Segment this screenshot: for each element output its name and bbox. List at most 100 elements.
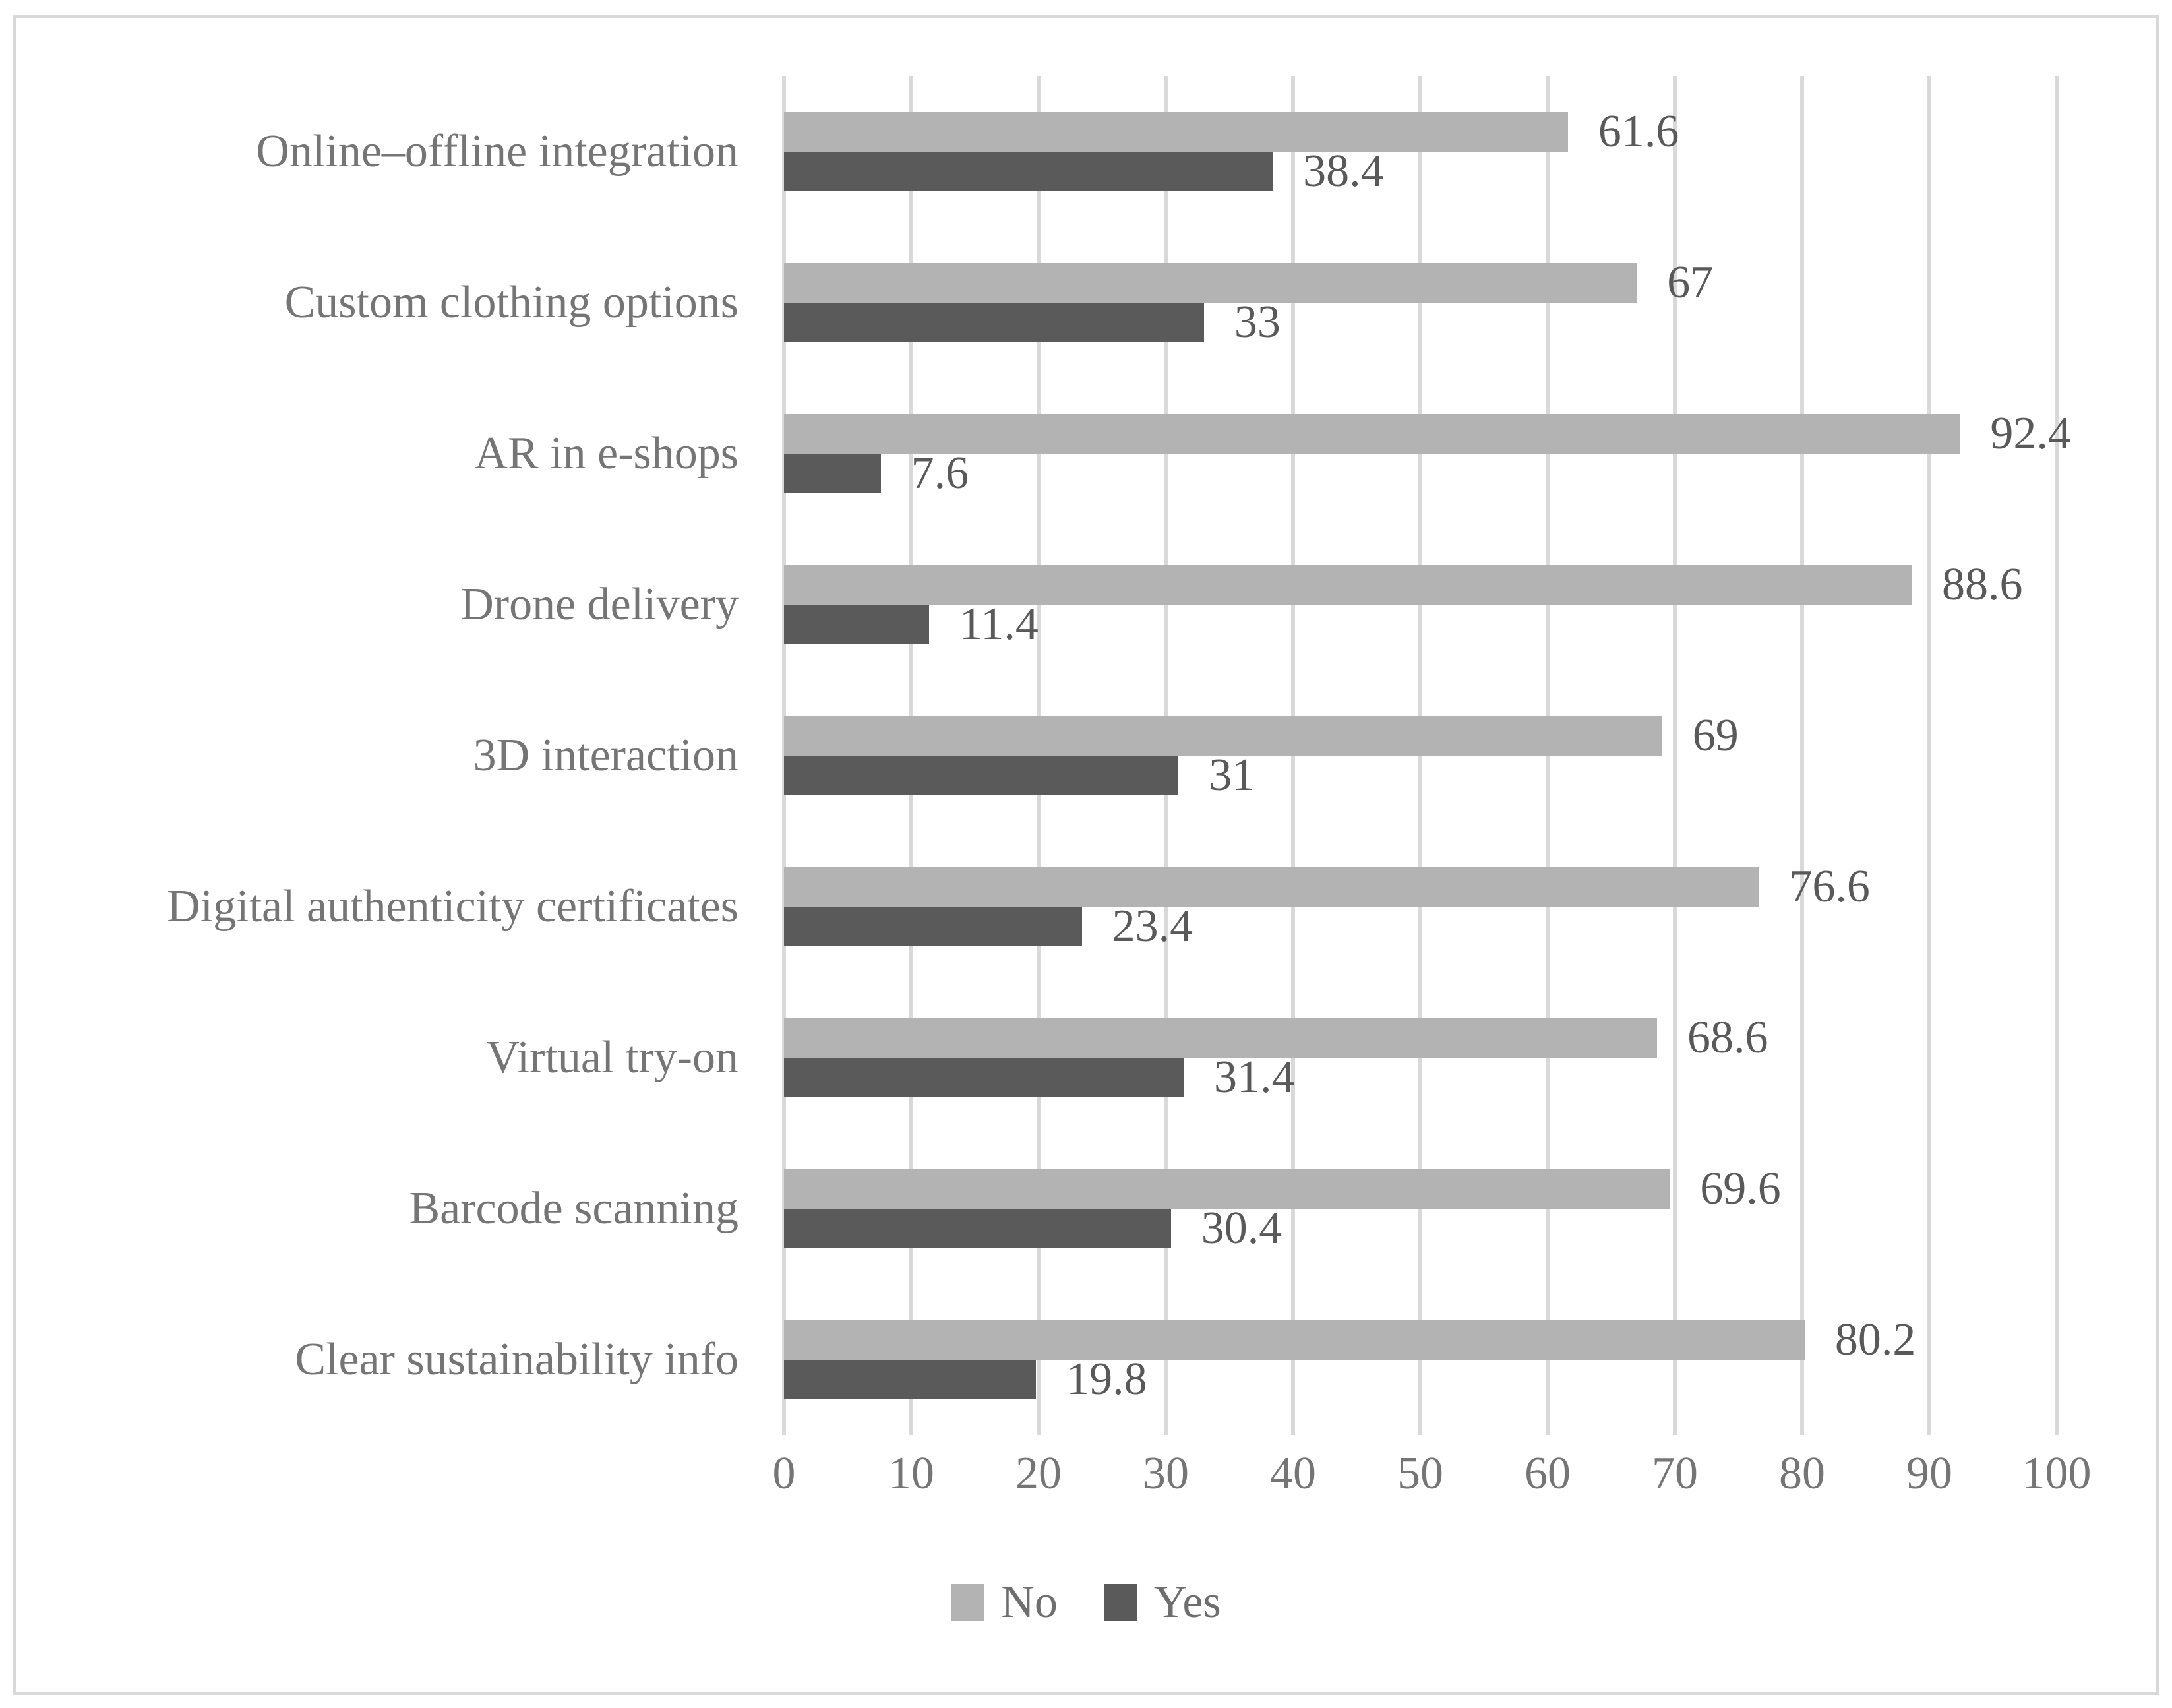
value-label: 88.6: [1941, 559, 2023, 610]
bar-group: 92.4 7.6: [784, 378, 2071, 529]
x-tick-label-80: 80: [1779, 1448, 1825, 1499]
bar-line-no: 92.4: [784, 410, 2071, 456]
bar-line-yes: 31.4: [784, 1054, 2057, 1100]
bar-yes: [784, 755, 1179, 795]
bar-line-yes: 7.6: [784, 450, 2057, 496]
plot-area: 61.6 38.4 67 33 92.4 7.6 88.6 11.4 69 31 76.6 23.4 6…: [782, 76, 2071, 1435]
bar-no: [784, 262, 1637, 303]
x-tick-label-70: 70: [1652, 1448, 1698, 1499]
bar-line-no: 76.6: [784, 861, 2057, 912]
bar-group: 68.6 31.4: [784, 982, 2057, 1133]
bar-group: 76.6 23.4: [784, 831, 2057, 982]
bar-group: 80.2 19.8: [784, 1284, 2057, 1435]
bar-no: [784, 1320, 1805, 1360]
x-tick-label-60: 60: [1524, 1448, 1571, 1499]
bar-line-yes: 30.4: [784, 1205, 2057, 1251]
value-label: 80.2: [1834, 1314, 1916, 1365]
bar-yes: [784, 1057, 1184, 1097]
value-label: 30.4: [1201, 1202, 1282, 1254]
category-label: Virtual try-on: [486, 1032, 739, 1083]
bar-line-yes: 38.4: [784, 148, 2057, 194]
value-label: 67: [1667, 257, 1714, 308]
legend: No Yes: [0, 1579, 2172, 1626]
bar-yes: [784, 302, 1204, 342]
gridline-70: [1673, 76, 1677, 1435]
x-tick-label-10: 10: [888, 1448, 934, 1499]
bar-line-yes: 23.4: [784, 903, 2057, 949]
value-label: 76.6: [1789, 861, 1870, 912]
legend-swatch-yes: [1103, 1584, 1137, 1621]
gridline-50: [1418, 76, 1422, 1435]
bar-no: [784, 1169, 1670, 1209]
gridline-80: [1800, 76, 1804, 1435]
bar-line-no: 67: [784, 257, 2057, 308]
value-label: 92.4: [1990, 408, 2071, 459]
bar-no: [784, 716, 1662, 756]
category-label: Custom clothing options: [284, 277, 739, 328]
bar-line-no: 69.6: [784, 1163, 2057, 1214]
legend-item-no: No: [951, 1579, 1058, 1626]
value-label: 69.6: [1700, 1163, 1781, 1214]
category-label: Online–offline integration: [256, 126, 739, 177]
value-label: 38.4: [1303, 145, 1384, 197]
bar-no: [784, 111, 1568, 152]
x-tick-label-100: 100: [2022, 1448, 2092, 1499]
value-label: 31.4: [1214, 1051, 1295, 1103]
x-tick-label-20: 20: [1015, 1448, 1062, 1499]
x-tick-label-40: 40: [1270, 1448, 1316, 1499]
bar-line-no: 88.6: [784, 559, 2057, 610]
bar-yes: [784, 906, 1082, 946]
gridline-100: [2055, 76, 2059, 1435]
x-axis: 0 10 20 30 40 50 60 70 80 90 100: [773, 1448, 2092, 1523]
value-label: 68.6: [1687, 1012, 1768, 1063]
bar-line-no: 69: [784, 710, 2057, 761]
bar-no: [784, 867, 1759, 907]
category-axis: Online–offline integration Custom clothin…: [30, 76, 739, 1435]
gridline-60: [1546, 76, 1550, 1435]
value-label: 31: [1209, 749, 1255, 801]
bar-line-yes: 31: [784, 752, 2057, 798]
bar-yes: [784, 151, 1273, 191]
category-label: Clear sustainability info: [295, 1334, 739, 1385]
gridline-90: [1927, 76, 1931, 1435]
bar-group: 69.6 30.4: [784, 1133, 2057, 1284]
legend-label: No: [1001, 1577, 1058, 1628]
bar-line-no: 68.6: [784, 1012, 2057, 1063]
value-label: 69: [1692, 710, 1739, 761]
legend-swatch-no: [951, 1584, 984, 1621]
bar-line-no: 61.6: [784, 106, 2057, 157]
bar-group: 67 33: [784, 227, 2057, 378]
value-label: 7.6: [911, 447, 969, 499]
value-label: 33: [1234, 296, 1281, 348]
x-tick-label-30: 30: [1143, 1448, 1189, 1499]
bar-yes: [784, 604, 930, 644]
x-tick-label-0: 0: [772, 1448, 796, 1499]
value-label: 61.6: [1598, 106, 1679, 157]
bar-line-yes: 19.8: [784, 1356, 2057, 1402]
value-label: 23.4: [1112, 900, 1193, 952]
category-label: Digital authenticity certificates: [167, 881, 739, 932]
gridline-40: [1291, 76, 1295, 1435]
figure-border: [13, 15, 2159, 1695]
bar-yes: [784, 1359, 1037, 1399]
bar-no: [784, 564, 1912, 605]
x-tick-label-50: 50: [1397, 1448, 1443, 1499]
x-tick-label-90: 90: [1906, 1448, 1952, 1499]
category-label: Drone delivery: [460, 579, 739, 630]
bar-no: [784, 1018, 1657, 1058]
category-label: Barcode scanning: [409, 1183, 739, 1234]
bar-yes: [784, 1208, 1171, 1248]
bar-group: 88.6 11.4: [784, 529, 2057, 680]
bar-group: 61.6 38.4: [784, 76, 2057, 227]
bar-group: 69 31: [784, 680, 2057, 831]
category-label: AR in e-shops: [474, 428, 739, 479]
bar-yes: [784, 453, 881, 493]
bar-line-yes: 33: [784, 299, 2057, 345]
legend-label: Yes: [1153, 1577, 1221, 1628]
value-label: 11.4: [959, 598, 1039, 650]
bar-no: [784, 413, 1960, 454]
legend-item-yes: Yes: [1103, 1577, 1221, 1628]
category-label: 3D interaction: [473, 730, 739, 781]
bar-line-no: 80.2: [784, 1314, 2057, 1365]
